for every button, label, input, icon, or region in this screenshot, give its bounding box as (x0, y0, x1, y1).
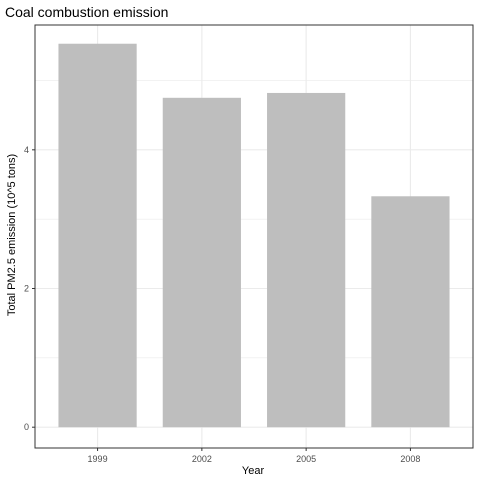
bar-2002 (162, 97, 241, 428)
chart-title: Coal combustion emission (5, 4, 168, 20)
y-tick-label: 4 (24, 145, 29, 155)
x-tick-label: 1999 (88, 454, 108, 464)
x-tick-label: 2005 (296, 454, 316, 464)
plot-area: 0 2 4 1999 2002 2005 2008 (24, 24, 474, 464)
y-axis-title: Total PM2.5 emission (10^5 tons) (6, 154, 18, 316)
x-axis-title: Year (242, 465, 265, 477)
panel-border (34, 24, 474, 449)
y-tick-label: 0 (24, 422, 29, 432)
y-tick-label: 2 (24, 284, 29, 294)
bar-1999 (58, 43, 137, 428)
x-tick-label: 2008 (400, 454, 420, 464)
bar-2008 (371, 196, 450, 428)
bar-2005 (267, 92, 346, 428)
x-tick-label: 2002 (192, 454, 212, 464)
